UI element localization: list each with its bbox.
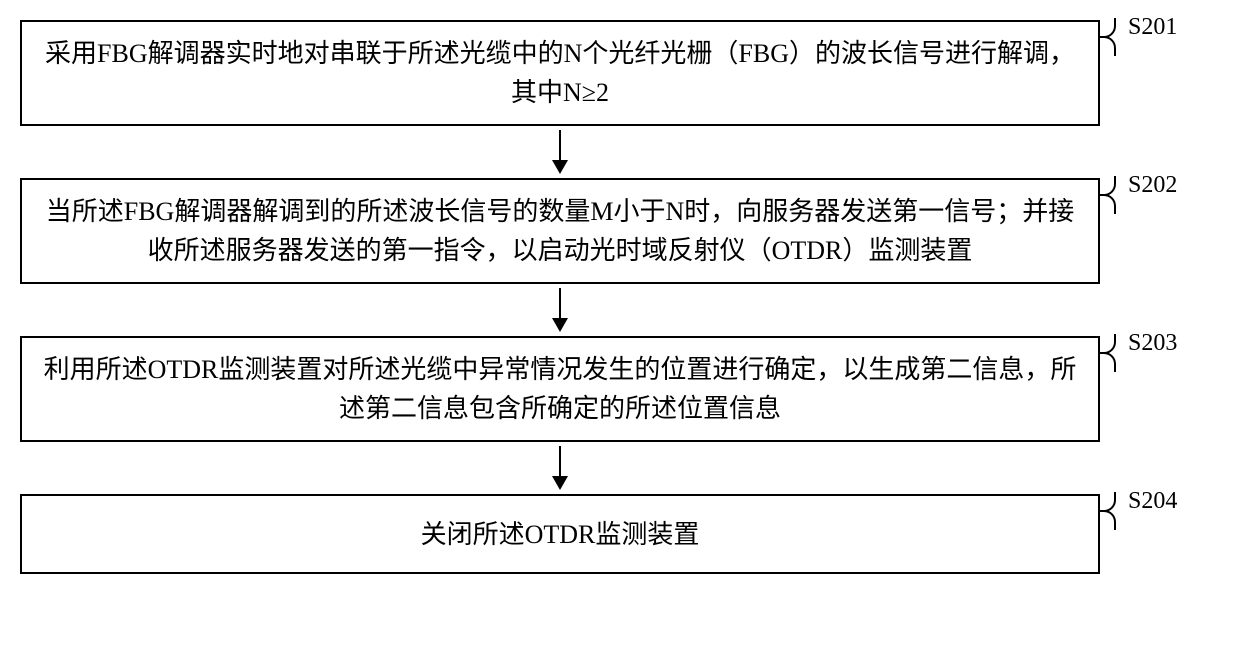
bracket-icon [1100, 492, 1128, 526]
down-arrow-icon [545, 446, 575, 490]
step-box-s203: 利用所述OTDR监测装置对所述光缆中异常情况发生的位置进行确定，以生成第二信息，… [20, 336, 1100, 442]
step-row-s202: 当所述FBG解调器解调到的所述波长信号的数量M小于N时，向服务器发送第一信号；并… [20, 178, 1220, 284]
bracket-icon [1100, 18, 1128, 52]
step-row-s201: 采用FBG解调器实时地对串联于所述光缆中的N个光纤光栅（FBG）的波长信号进行解… [20, 20, 1220, 126]
step-row-s203: 利用所述OTDR监测装置对所述光缆中异常情况发生的位置进行确定，以生成第二信息，… [20, 336, 1220, 442]
step-label: S203 [1128, 330, 1177, 357]
down-arrow-icon [545, 130, 575, 174]
bracket-icon [1100, 334, 1128, 368]
down-arrow-icon [545, 288, 575, 332]
arrow-wrap [20, 284, 1100, 336]
step-box-s204: 关闭所述OTDR监测装置 [20, 494, 1100, 574]
bracket-icon [1100, 176, 1128, 210]
step-label: S201 [1128, 14, 1177, 41]
flowchart-container: 采用FBG解调器实时地对串联于所述光缆中的N个光纤光栅（FBG）的波长信号进行解… [20, 20, 1220, 574]
step-text: 当所述FBG解调器解调到的所述波长信号的数量M小于N时，向服务器发送第一信号；并… [42, 192, 1078, 270]
step-row-s204: 关闭所述OTDR监测装置 S204 [20, 494, 1220, 574]
arrow-wrap [20, 126, 1100, 178]
arrow-wrap [20, 442, 1100, 494]
step-label: S204 [1128, 488, 1177, 515]
step-label: S202 [1128, 172, 1177, 199]
step-text: 关闭所述OTDR监测装置 [421, 515, 700, 554]
step-text: 利用所述OTDR监测装置对所述光缆中异常情况发生的位置进行确定，以生成第二信息，… [42, 350, 1078, 428]
step-box-s202: 当所述FBG解调器解调到的所述波长信号的数量M小于N时，向服务器发送第一信号；并… [20, 178, 1100, 284]
step-box-s201: 采用FBG解调器实时地对串联于所述光缆中的N个光纤光栅（FBG）的波长信号进行解… [20, 20, 1100, 126]
step-text: 采用FBG解调器实时地对串联于所述光缆中的N个光纤光栅（FBG）的波长信号进行解… [42, 34, 1078, 112]
